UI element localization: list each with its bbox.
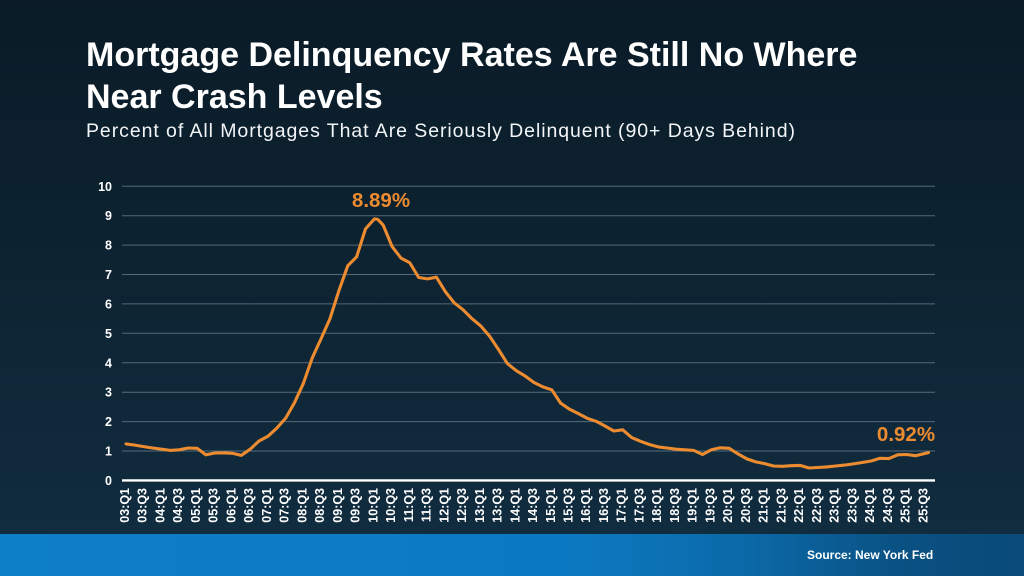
svg-text:12:Q3: 12:Q3 <box>455 488 469 523</box>
svg-text:0: 0 <box>105 474 112 488</box>
svg-text:22:Q3: 22:Q3 <box>810 488 824 523</box>
svg-text:7: 7 <box>105 268 112 282</box>
svg-text:19:Q3: 19:Q3 <box>703 488 717 523</box>
svg-text:13:Q1: 13:Q1 <box>473 488 487 523</box>
svg-text:18:Q1: 18:Q1 <box>650 488 664 523</box>
svg-text:17:Q1: 17:Q1 <box>615 488 629 523</box>
svg-text:18:Q3: 18:Q3 <box>668 488 682 523</box>
svg-text:1: 1 <box>105 445 112 459</box>
svg-text:10:Q3: 10:Q3 <box>384 488 398 523</box>
svg-text:23:Q1: 23:Q1 <box>828 488 842 523</box>
svg-text:21:Q3: 21:Q3 <box>774 488 788 523</box>
svg-text:05:Q1: 05:Q1 <box>189 488 203 523</box>
svg-text:15:Q1: 15:Q1 <box>544 488 558 523</box>
svg-text:14:Q1: 14:Q1 <box>508 488 522 523</box>
svg-text:19:Q1: 19:Q1 <box>686 488 700 523</box>
svg-text:13:Q3: 13:Q3 <box>491 488 505 523</box>
svg-text:12:Q1: 12:Q1 <box>437 488 451 523</box>
svg-text:0.92%: 0.92% <box>877 423 935 446</box>
svg-text:10: 10 <box>98 180 112 194</box>
svg-text:03:Q3: 03:Q3 <box>136 488 150 523</box>
svg-text:25:Q3: 25:Q3 <box>916 488 930 523</box>
svg-text:10:Q1: 10:Q1 <box>366 488 380 523</box>
svg-text:09:Q3: 09:Q3 <box>349 488 363 523</box>
svg-text:07:Q3: 07:Q3 <box>278 488 292 523</box>
svg-text:22:Q1: 22:Q1 <box>792 488 806 523</box>
svg-text:20:Q3: 20:Q3 <box>739 488 753 523</box>
svg-text:04:Q1: 04:Q1 <box>154 488 168 523</box>
svg-text:16:Q3: 16:Q3 <box>597 488 611 523</box>
svg-text:24:Q3: 24:Q3 <box>881 488 895 523</box>
svg-text:25:Q1: 25:Q1 <box>899 488 913 523</box>
svg-text:16:Q1: 16:Q1 <box>579 488 593 523</box>
svg-text:08:Q1: 08:Q1 <box>295 488 309 523</box>
svg-text:14:Q3: 14:Q3 <box>526 488 540 523</box>
svg-text:05:Q3: 05:Q3 <box>207 488 221 523</box>
svg-text:6: 6 <box>105 297 112 311</box>
svg-text:3: 3 <box>105 386 112 400</box>
svg-text:11:Q1: 11:Q1 <box>402 488 416 522</box>
svg-text:2: 2 <box>105 415 112 429</box>
svg-text:24:Q1: 24:Q1 <box>863 488 877 523</box>
svg-text:20:Q1: 20:Q1 <box>721 488 735 523</box>
svg-text:21:Q1: 21:Q1 <box>757 488 771 523</box>
svg-text:09:Q1: 09:Q1 <box>331 488 345 523</box>
svg-text:07:Q1: 07:Q1 <box>260 488 274 523</box>
svg-text:5: 5 <box>105 327 112 341</box>
svg-text:8: 8 <box>105 239 112 253</box>
svg-text:06:Q1: 06:Q1 <box>224 488 238 523</box>
svg-text:15:Q3: 15:Q3 <box>562 488 576 523</box>
svg-text:11:Q3: 11:Q3 <box>420 488 434 522</box>
svg-text:04:Q3: 04:Q3 <box>171 488 185 523</box>
svg-text:23:Q3: 23:Q3 <box>845 488 859 523</box>
svg-text:8.89%: 8.89% <box>352 189 410 212</box>
svg-text:9: 9 <box>105 209 112 223</box>
svg-text:03:Q1: 03:Q1 <box>118 488 132 523</box>
svg-text:06:Q3: 06:Q3 <box>242 488 256 523</box>
svg-text:17:Q3: 17:Q3 <box>633 488 647 523</box>
svg-text:08:Q3: 08:Q3 <box>313 488 327 523</box>
svg-text:4: 4 <box>105 356 112 370</box>
